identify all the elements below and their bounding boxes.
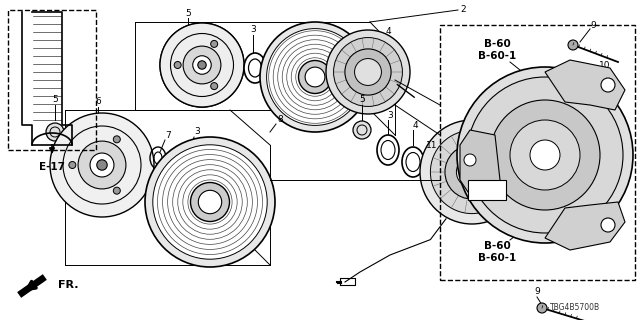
Circle shape: [153, 145, 268, 259]
Ellipse shape: [377, 135, 399, 165]
Circle shape: [50, 113, 154, 217]
Circle shape: [191, 182, 230, 221]
Polygon shape: [545, 202, 625, 250]
Ellipse shape: [248, 59, 262, 77]
Text: 7: 7: [165, 131, 171, 140]
Circle shape: [601, 78, 615, 92]
Circle shape: [145, 137, 275, 267]
Text: 4: 4: [412, 121, 418, 130]
Circle shape: [333, 37, 403, 107]
Circle shape: [305, 67, 325, 87]
Text: 2: 2: [460, 5, 466, 14]
Text: 8: 8: [277, 116, 283, 124]
Circle shape: [183, 46, 221, 84]
Circle shape: [537, 303, 547, 313]
Circle shape: [193, 56, 211, 74]
Circle shape: [355, 59, 381, 85]
Circle shape: [78, 141, 126, 189]
Text: TBG4B5700B: TBG4B5700B: [550, 303, 600, 313]
Circle shape: [467, 77, 623, 233]
Circle shape: [113, 187, 120, 194]
Ellipse shape: [164, 23, 240, 107]
Text: 5: 5: [359, 95, 365, 105]
Bar: [468, 180, 506, 200]
Circle shape: [179, 33, 197, 51]
Text: B-60
B-60-1: B-60 B-60-1: [478, 241, 516, 263]
Ellipse shape: [244, 53, 266, 83]
Circle shape: [428, 164, 436, 172]
Circle shape: [490, 100, 600, 210]
Text: E-17: E-17: [39, 162, 65, 172]
Circle shape: [530, 140, 560, 170]
Text: 11: 11: [426, 140, 438, 149]
Circle shape: [198, 190, 221, 214]
Circle shape: [353, 121, 371, 139]
Circle shape: [90, 153, 114, 177]
Circle shape: [510, 120, 580, 190]
Circle shape: [267, 28, 364, 125]
Text: B-60
B-60-1: B-60 B-60-1: [478, 39, 516, 61]
Circle shape: [97, 160, 108, 170]
Circle shape: [298, 60, 332, 93]
Text: 5: 5: [185, 9, 191, 18]
Circle shape: [260, 22, 370, 132]
Circle shape: [345, 49, 391, 95]
Circle shape: [464, 154, 476, 166]
Ellipse shape: [381, 140, 395, 159]
Polygon shape: [545, 60, 625, 110]
Circle shape: [113, 136, 120, 143]
Circle shape: [568, 40, 578, 50]
Circle shape: [160, 23, 244, 107]
Text: 10: 10: [599, 60, 611, 69]
Ellipse shape: [406, 153, 420, 172]
Circle shape: [174, 61, 181, 68]
Text: 9: 9: [590, 20, 596, 29]
Circle shape: [601, 218, 615, 232]
Circle shape: [46, 123, 64, 141]
Text: 9: 9: [534, 287, 540, 297]
Ellipse shape: [177, 147, 199, 177]
Bar: [8, 10, 96, 150]
Ellipse shape: [402, 147, 424, 177]
Circle shape: [160, 23, 244, 107]
Circle shape: [198, 61, 206, 69]
Circle shape: [430, 131, 514, 214]
Text: 6: 6: [95, 98, 101, 107]
Circle shape: [456, 156, 488, 188]
Text: FR.: FR.: [58, 280, 78, 290]
Text: 3: 3: [194, 127, 200, 137]
Text: 5: 5: [52, 95, 58, 105]
Circle shape: [69, 162, 76, 169]
Circle shape: [445, 145, 499, 199]
Circle shape: [420, 120, 524, 224]
Circle shape: [579, 79, 591, 91]
Circle shape: [211, 83, 218, 90]
Text: 3: 3: [250, 26, 256, 35]
Circle shape: [326, 30, 410, 114]
Ellipse shape: [181, 153, 195, 172]
Polygon shape: [460, 130, 500, 200]
Circle shape: [211, 40, 218, 47]
Circle shape: [457, 67, 633, 243]
Text: 4: 4: [385, 28, 391, 36]
Text: 1: 1: [484, 186, 490, 195]
Text: 3: 3: [387, 110, 393, 119]
Bar: [440, 25, 635, 280]
